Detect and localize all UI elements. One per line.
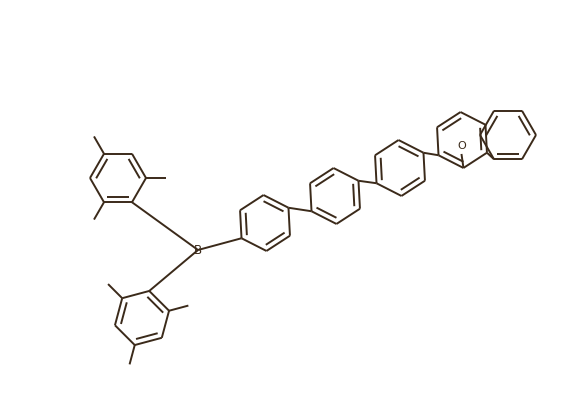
Text: O: O <box>457 141 466 151</box>
Text: B: B <box>194 244 202 256</box>
